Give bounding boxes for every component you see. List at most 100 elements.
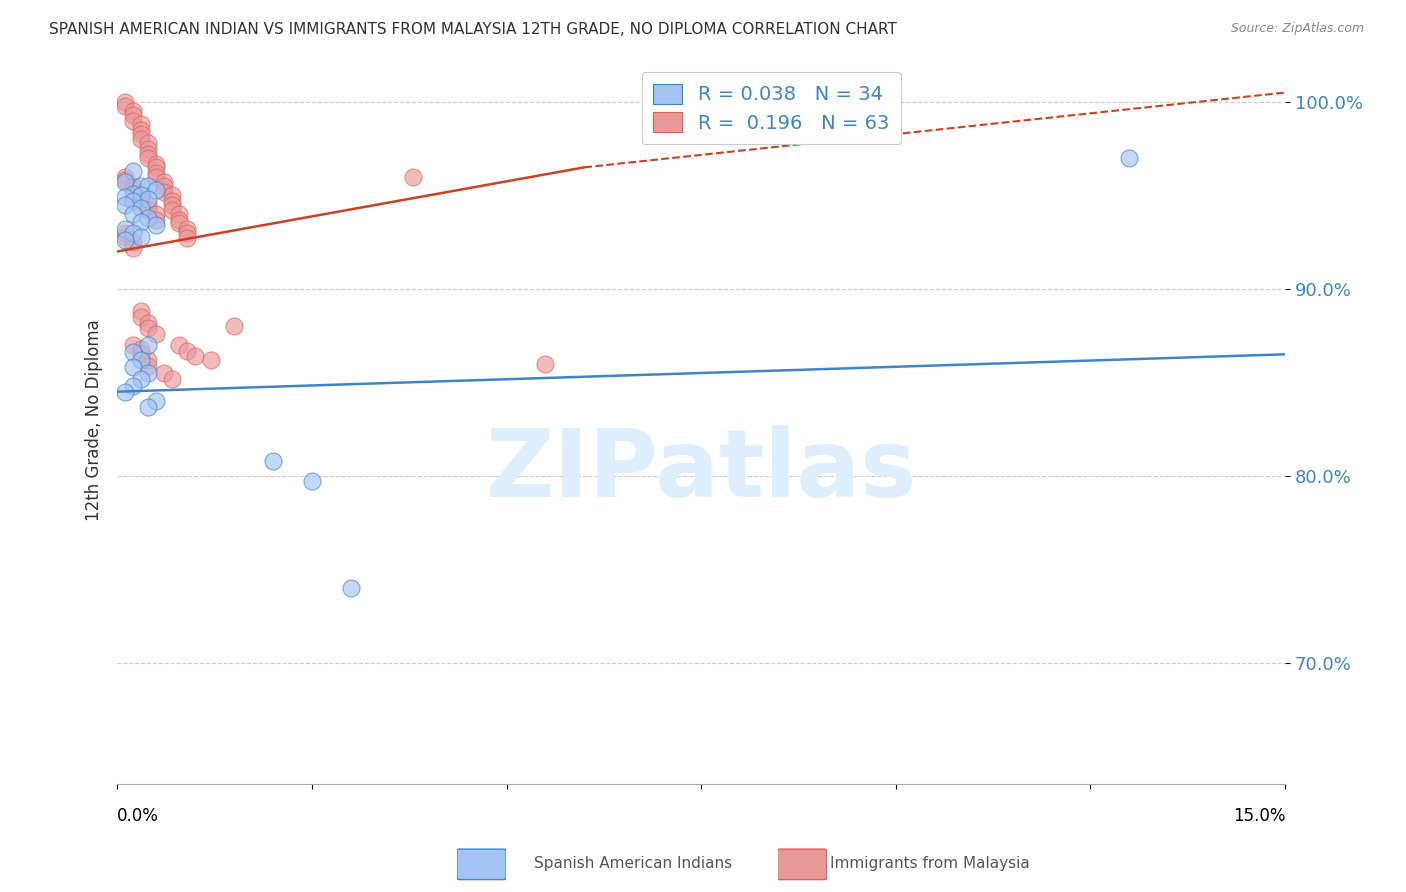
Point (153, 175, 176, 189)
Text: Spanish American Indians: Spanish American Indians (534, 856, 733, 871)
Point (121, 113, 143, 128)
Point (121, 104, 143, 119)
Point (129, 127, 152, 141)
Point (129, 179, 152, 194)
Point (114, 173, 136, 187)
Point (138, 151, 160, 165)
Point (153, 366, 176, 380)
Point (114, 222, 136, 236)
Point (138, 359, 160, 373)
Point (176, 343, 198, 358)
Point (145, 219, 167, 233)
Text: SPANISH AMERICAN INDIAN VS IMMIGRANTS FROM MALAYSIA 12TH GRADE, NO DIPLOMA CORRE: SPANISH AMERICAN INDIAN VS IMMIGRANTS FR… (49, 22, 897, 37)
Point (145, 166, 167, 180)
Point (114, 384, 136, 399)
Point (145, 394, 167, 409)
Point (129, 304, 152, 318)
Point (129, 117, 152, 131)
Text: Immigrants from Malaysia: Immigrants from Malaysia (830, 856, 1029, 871)
Text: Source: ZipAtlas.com: Source: ZipAtlas.com (1230, 22, 1364, 36)
Point (138, 352, 160, 367)
Point (129, 342, 152, 356)
Point (138, 338, 160, 352)
Point (129, 371, 152, 385)
Point (129, 347, 152, 361)
Point (138, 198, 160, 212)
Point (114, 226, 136, 240)
Point (153, 179, 176, 194)
Point (169, 216, 191, 230)
Point (121, 235, 143, 249)
Point (114, 198, 136, 212)
Point (129, 202, 152, 216)
Point (200, 352, 222, 367)
Point (138, 366, 160, 380)
Point (145, 156, 167, 170)
Point (402, 169, 425, 184)
Point (129, 123, 152, 137)
Point (114, 190, 136, 204)
Point (153, 185, 176, 199)
Point (129, 192, 152, 206)
Legend: R = 0.038   N = 34, R =  0.196   N = 63: R = 0.038 N = 34, R = 0.196 N = 63 (641, 72, 901, 145)
Point (121, 226, 143, 240)
Point (121, 345, 143, 359)
Point (121, 338, 143, 352)
Point (160, 188, 183, 202)
Text: 0.0%: 0.0% (117, 806, 159, 825)
Point (176, 231, 198, 245)
Text: 15.0%: 15.0% (1233, 806, 1285, 825)
Point (129, 188, 152, 202)
Point (138, 316, 160, 330)
Point (121, 108, 143, 122)
Y-axis label: 12th Grade, No Diploma: 12th Grade, No Diploma (86, 318, 103, 521)
Point (121, 164, 143, 178)
Point (138, 179, 160, 194)
Point (121, 360, 143, 375)
Point (145, 183, 167, 197)
Point (138, 321, 160, 335)
Point (121, 241, 143, 255)
Point (169, 338, 191, 352)
Point (145, 207, 167, 221)
Point (121, 183, 143, 197)
Point (129, 352, 152, 367)
Point (129, 132, 152, 146)
Point (138, 142, 160, 156)
Point (145, 161, 167, 175)
Point (262, 454, 284, 468)
Point (169, 212, 191, 227)
Point (138, 211, 160, 225)
Point (114, 233, 136, 247)
Point (160, 194, 183, 208)
Point (121, 179, 143, 194)
Point (114, 95, 136, 109)
Point (160, 198, 183, 212)
FancyBboxPatch shape (778, 849, 827, 880)
Point (176, 222, 198, 236)
Point (138, 147, 160, 161)
Point (160, 371, 183, 385)
Point (129, 229, 152, 244)
Point (138, 136, 160, 150)
Text: ZIPatlas: ZIPatlas (485, 425, 917, 516)
Point (222, 319, 245, 334)
Point (301, 475, 323, 489)
Point (138, 192, 160, 206)
Point (114, 175, 136, 189)
Point (534, 357, 557, 371)
Point (114, 229, 136, 244)
Point (121, 379, 143, 393)
Point (160, 203, 183, 218)
Point (121, 207, 143, 221)
Point (184, 349, 207, 363)
Point (129, 188, 152, 202)
Point (129, 310, 152, 324)
Point (145, 212, 167, 227)
Point (138, 400, 160, 414)
Point (176, 226, 198, 240)
Point (169, 207, 191, 221)
Point (1118, 151, 1140, 165)
Point (114, 98, 136, 112)
Point (114, 169, 136, 184)
